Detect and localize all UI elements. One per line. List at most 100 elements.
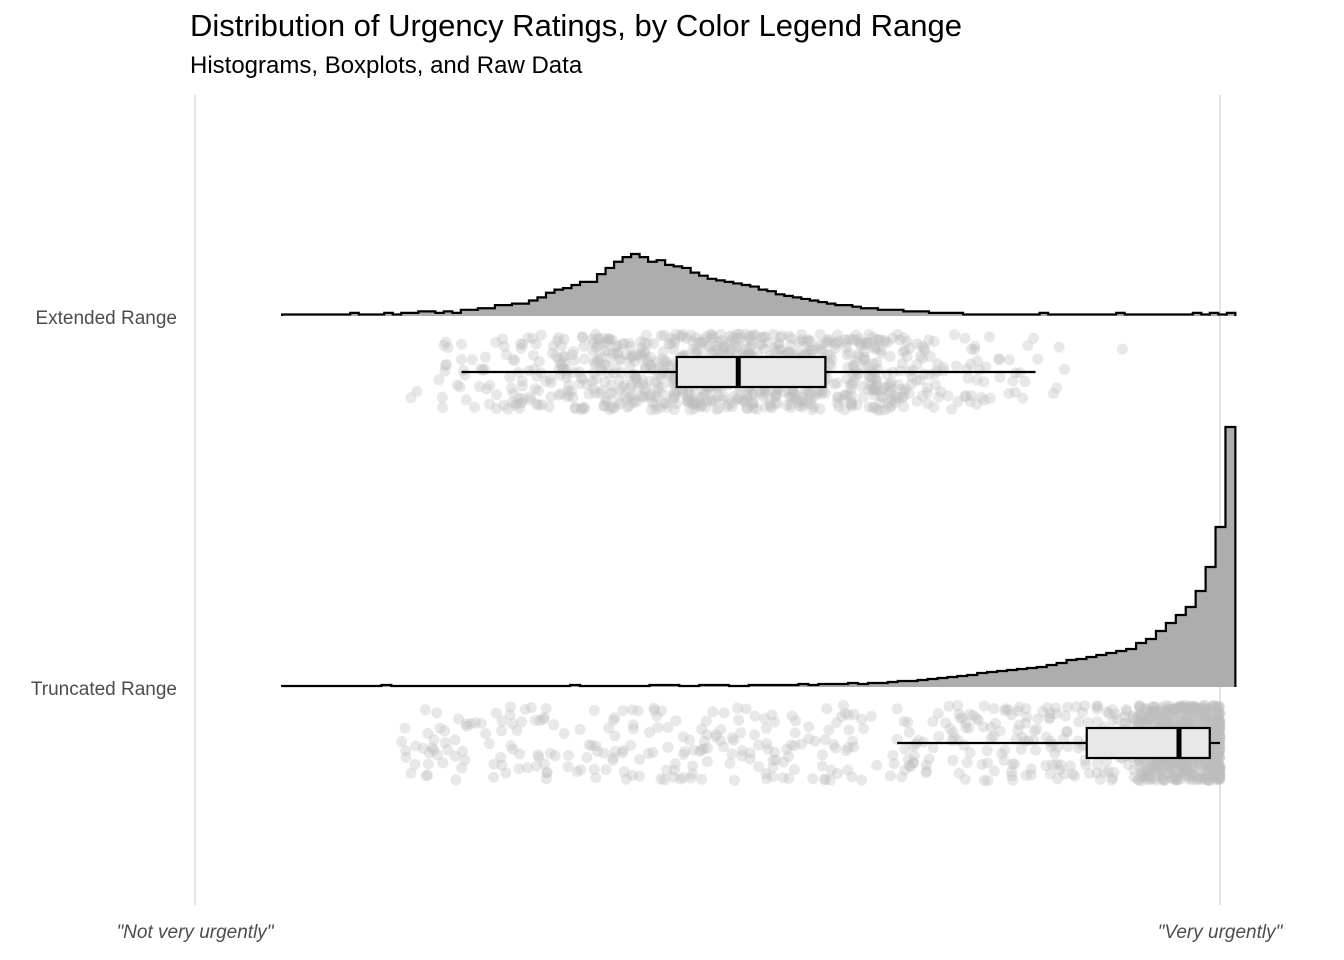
data-point: [668, 404, 680, 416]
data-point: [962, 372, 974, 384]
data-point: [677, 328, 689, 340]
data-point: [843, 333, 855, 345]
data-point: [636, 342, 648, 354]
data-point: [747, 388, 759, 400]
data-point: [1212, 709, 1224, 721]
data-point: [1154, 762, 1166, 774]
data-point: [561, 391, 573, 403]
data-point: [825, 360, 837, 372]
data-point: [496, 715, 508, 727]
data-point: [960, 717, 972, 729]
data-point: [549, 750, 561, 762]
data-point: [916, 352, 928, 364]
data-point: [1212, 729, 1224, 741]
data-point: [952, 699, 964, 711]
data-point: [686, 768, 698, 780]
data-point: [760, 386, 772, 398]
data-point: [760, 722, 772, 734]
data-point: [1175, 711, 1187, 723]
data-point: [1158, 716, 1170, 728]
data-point: [1106, 704, 1118, 716]
data-point: [550, 351, 562, 363]
data-point: [1195, 771, 1207, 783]
data-point: [1180, 709, 1192, 721]
data-point: [871, 759, 883, 771]
data-point: [747, 397, 759, 409]
data-point: [1145, 714, 1157, 726]
data-point: [623, 400, 635, 412]
data-point: [497, 333, 509, 345]
data-point: [1211, 720, 1223, 732]
data-point: [607, 752, 619, 764]
category-label-1: Truncated Range: [31, 679, 177, 700]
data-point: [1106, 774, 1118, 786]
data-point: [1213, 731, 1225, 743]
data-point: [479, 363, 491, 375]
data-point: [498, 399, 510, 411]
data-point: [623, 391, 635, 403]
data-point: [1180, 762, 1192, 774]
data-point: [1178, 715, 1190, 727]
data-point: [639, 345, 651, 357]
data-point: [1107, 715, 1119, 727]
data-point: [1198, 773, 1210, 785]
data-point: [1158, 774, 1170, 786]
data-point: [894, 365, 906, 377]
data-point: [734, 332, 746, 344]
data-point: [863, 336, 875, 348]
data-point: [790, 715, 802, 727]
data-point: [920, 759, 932, 771]
data-point: [1136, 771, 1148, 783]
data-point: [1178, 717, 1190, 729]
data-point: [800, 346, 812, 358]
data-point: [899, 345, 911, 357]
data-point: [732, 392, 744, 404]
data-point: [848, 708, 860, 720]
data-point: [450, 774, 462, 786]
data-point: [1020, 703, 1032, 715]
data-point: [884, 401, 896, 413]
data-point: [921, 387, 933, 399]
data-point: [777, 772, 789, 784]
data-point: [649, 704, 661, 716]
data-point: [781, 399, 793, 411]
data-point: [1212, 745, 1224, 757]
data-point: [600, 359, 612, 371]
data-point: [1135, 709, 1147, 721]
data-point: [846, 735, 858, 747]
data-point: [661, 764, 673, 776]
data-point: [578, 403, 590, 415]
data-point: [515, 342, 527, 354]
data-point: [634, 770, 646, 782]
data-point: [589, 387, 601, 399]
data-point: [1160, 714, 1172, 726]
data-point: [1212, 732, 1224, 744]
data-point: [944, 723, 956, 735]
data-point: [940, 717, 952, 729]
data-point: [1128, 714, 1140, 726]
data-point: [604, 401, 616, 413]
data-point: [1122, 759, 1134, 771]
data-point: [1212, 713, 1224, 725]
data-point: [540, 773, 552, 785]
data-point: [1152, 761, 1164, 773]
data-point: [857, 391, 869, 403]
data-point: [785, 339, 797, 351]
data-point: [759, 331, 771, 343]
data-point: [830, 338, 842, 350]
data-point: [618, 766, 630, 778]
data-point: [843, 347, 855, 359]
data-point: [723, 347, 735, 359]
data-point: [948, 732, 960, 744]
data-point: [674, 773, 686, 785]
data-point: [980, 361, 992, 373]
data-point: [1191, 773, 1203, 785]
data-point: [1120, 717, 1132, 729]
data-point: [959, 773, 971, 785]
data-point: [785, 399, 797, 411]
data-point: [953, 767, 965, 779]
data-point: [993, 354, 1005, 366]
data-point: [964, 747, 976, 759]
data-point: [1149, 761, 1161, 773]
data-point: [1197, 767, 1209, 779]
